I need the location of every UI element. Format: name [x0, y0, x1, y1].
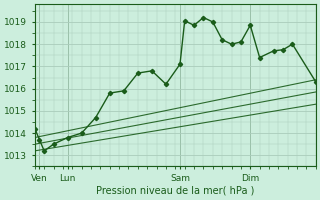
X-axis label: Pression niveau de la mer( hPa ): Pression niveau de la mer( hPa ): [96, 186, 254, 196]
